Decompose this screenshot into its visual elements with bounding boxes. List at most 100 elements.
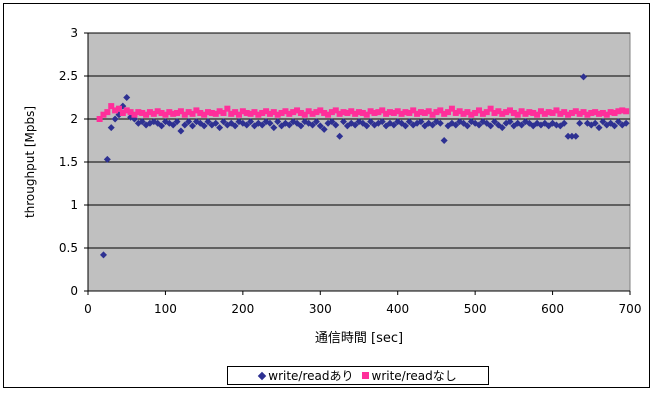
data-point-square <box>228 110 235 117</box>
data-point-square <box>348 108 355 115</box>
data-point-diamond <box>285 121 293 129</box>
data-point-diamond <box>328 118 336 126</box>
data-point-square <box>332 107 339 114</box>
data-point-square <box>143 111 150 118</box>
data-point-square <box>437 107 444 114</box>
data-point-square <box>158 109 165 116</box>
data-point-square <box>476 107 483 114</box>
data-point-square <box>402 109 409 116</box>
data-point-diamond <box>274 118 282 126</box>
data-point-diamond <box>216 124 224 132</box>
data-point-square <box>479 110 486 117</box>
data-point-square <box>154 108 161 115</box>
data-point-square <box>545 109 552 116</box>
data-point-diamond <box>595 124 603 132</box>
data-point-square <box>205 109 212 116</box>
x-tick-label: 700 <box>619 302 642 316</box>
data-point-square <box>181 111 188 118</box>
data-point-square <box>386 109 393 116</box>
x-axis-ticks: 0 100 200 300 400 500 600 700 <box>84 291 641 316</box>
legend-item-write-read-ari: write/readあり <box>258 367 354 384</box>
data-point-square <box>174 109 181 116</box>
data-point-diamond <box>572 132 580 140</box>
data-point-square <box>537 108 544 115</box>
data-point-square <box>224 105 231 112</box>
data-point-diamond <box>429 121 437 129</box>
legend-label: write/readなし <box>371 369 457 383</box>
data-point-diamond <box>599 118 607 126</box>
data-point-diamond <box>297 122 305 130</box>
data-point-diamond <box>316 122 324 130</box>
x-tick-label: 300 <box>309 302 332 316</box>
x-tick-label: 200 <box>231 302 254 316</box>
data-point-square <box>414 110 421 117</box>
data-point-diamond <box>312 118 320 126</box>
data-point-square <box>611 109 618 116</box>
data-point-square <box>522 110 529 117</box>
series-1 <box>99 73 630 259</box>
data-point-diamond <box>378 118 386 126</box>
data-point-diamond <box>463 122 471 130</box>
data-point-diamond <box>254 119 262 127</box>
y-axis-label: throughput [Mpbs] <box>23 106 37 218</box>
data-point-square <box>460 110 467 117</box>
data-point-square <box>499 110 506 117</box>
data-point-square <box>572 108 579 115</box>
data-point-square <box>514 111 521 118</box>
data-point-square <box>123 107 130 114</box>
data-point-square <box>104 109 111 116</box>
data-point-diamond <box>518 121 526 129</box>
data-point-square <box>421 109 428 116</box>
data-point-diamond <box>452 121 460 129</box>
data-point-square <box>212 110 219 117</box>
data-point-square <box>305 108 312 115</box>
x-axis-label: 通信時間 [sec] <box>315 331 403 346</box>
data-point-square <box>274 111 281 118</box>
y-tick-label: 3 <box>70 26 78 40</box>
data-point-square <box>390 109 397 116</box>
data-point-square <box>607 109 614 116</box>
data-point-square <box>406 109 413 116</box>
y-tick-label: 1.5 <box>59 155 78 169</box>
data-point-square <box>270 109 277 116</box>
data-point-square <box>325 111 332 118</box>
data-point-diamond <box>309 121 317 129</box>
data-point-diamond <box>591 119 599 127</box>
data-point-square <box>208 109 215 116</box>
data-point-diamond <box>169 121 177 129</box>
y-tick-label: 0 <box>70 284 78 298</box>
data-point-diamond <box>266 119 274 127</box>
data-point-diamond <box>173 118 181 126</box>
data-point-square <box>367 108 374 115</box>
data-point-square <box>599 109 606 116</box>
data-point-diamond <box>580 73 588 81</box>
data-point-square <box>561 109 568 116</box>
data-point-square <box>201 111 208 118</box>
data-point-diamond <box>614 118 622 126</box>
data-point-diamond <box>99 251 107 259</box>
data-point-square <box>321 109 328 116</box>
data-point-diamond <box>576 119 584 127</box>
data-point-square <box>565 111 572 118</box>
data-point-square <box>623 108 630 115</box>
data-point-square <box>189 110 196 117</box>
data-point-square <box>243 109 250 116</box>
data-point-square <box>603 111 610 118</box>
data-point-diamond <box>103 155 111 163</box>
y-tick-label: 0.5 <box>59 241 78 255</box>
data-point-square <box>313 109 320 116</box>
data-point-square <box>615 108 622 115</box>
data-point-square <box>278 109 285 116</box>
y-axis-ticks: 0 0.5 1 1.5 2 2.5 3 <box>59 26 88 298</box>
data-point-square <box>495 108 502 115</box>
data-point-square <box>135 109 142 116</box>
data-point-square <box>433 109 440 116</box>
data-point-square <box>220 109 227 116</box>
data-point-square <box>150 110 157 117</box>
data-point-diamond <box>189 122 197 130</box>
y-tick-label: 2 <box>70 112 78 126</box>
data-point-diamond <box>363 122 371 130</box>
data-point-square <box>510 109 517 116</box>
data-point-square <box>549 109 556 116</box>
data-point-diamond <box>401 122 409 130</box>
